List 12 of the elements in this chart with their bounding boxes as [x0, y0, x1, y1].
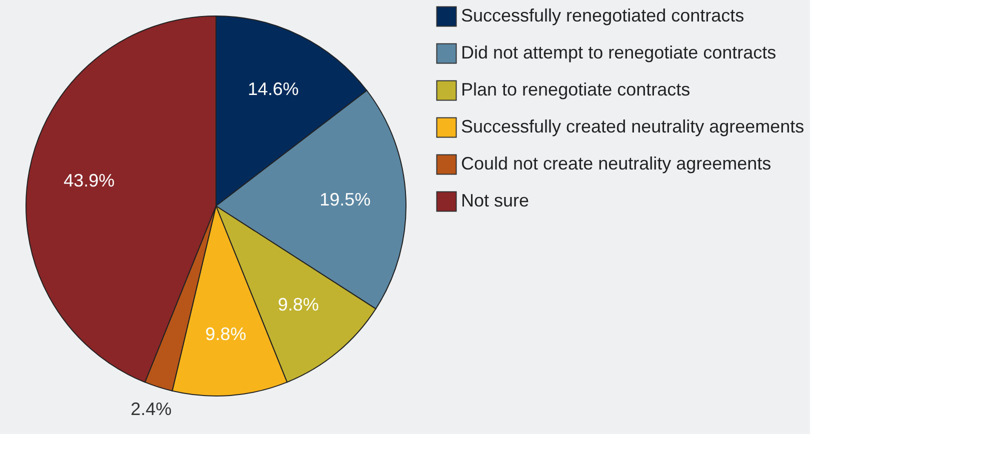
legend-label: Not sure	[461, 190, 530, 210]
legend-label: Successfully created neutrality agreements	[461, 116, 804, 136]
data-label: 9.8%	[205, 324, 246, 344]
data-label: 2.4%	[130, 398, 172, 419]
legend-label: Plan to renegotiate contracts	[461, 80, 690, 100]
legend-label: Could not create neutrality agreements	[461, 154, 772, 174]
data-label: 19.5%	[320, 190, 371, 210]
legend-label: Successfully renegotiated contracts	[461, 6, 744, 26]
data-label: 43.9%	[64, 170, 115, 190]
data-label: 14.6%	[248, 79, 299, 100]
legend-label: Did not attempt to renegotiate contracts	[461, 42, 776, 62]
data-label: 9.8%	[278, 294, 319, 315]
